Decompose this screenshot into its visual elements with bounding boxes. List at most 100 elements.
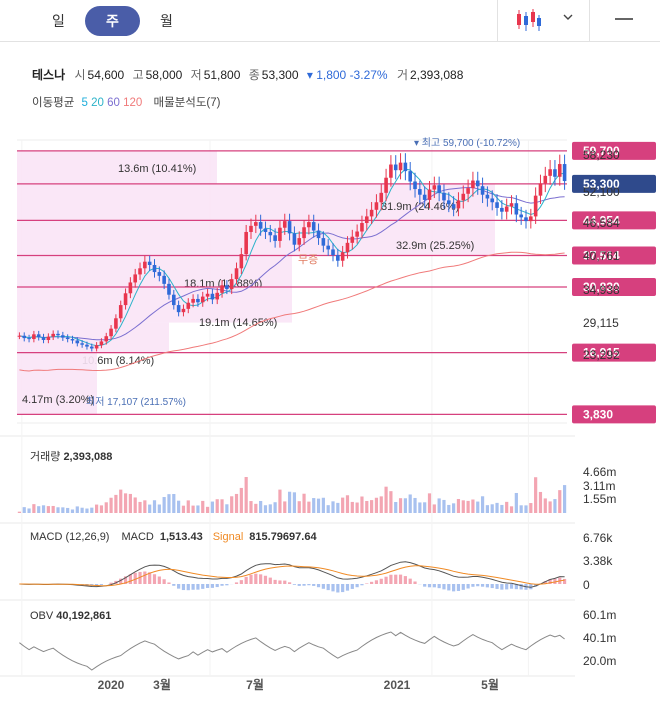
volume-profile-bar (17, 352, 97, 415)
macd-histogram-bar (432, 584, 436, 588)
ma-20: 20 (91, 97, 104, 109)
volume-panel-label: 거래량 2,393,088 (30, 450, 112, 463)
candle-body (46, 336, 51, 340)
volume-bar (99, 505, 104, 513)
menu-icon[interactable] (614, 16, 634, 24)
price-axis-label: 46,584 (583, 216, 620, 230)
volume-bar (104, 502, 108, 513)
price-axis-label: 58,230 (583, 148, 620, 162)
macd-histogram-bar (307, 584, 311, 586)
volume-bar (432, 504, 436, 513)
macd-histogram-bar (263, 575, 268, 584)
candle-body (393, 164, 398, 171)
candle-body (32, 334, 36, 340)
volume-bar (321, 497, 325, 513)
volume-bar (524, 505, 528, 513)
candle-body (519, 214, 523, 218)
candle-body (340, 252, 345, 261)
candle-body (562, 164, 567, 182)
tab-month[interactable]: 월 (160, 13, 173, 29)
candle-body (543, 175, 548, 184)
candle-body (553, 169, 557, 177)
change-value: ▾ 1,800 -3.27% (306, 68, 388, 82)
macd-histogram-bar (398, 574, 403, 584)
macd-histogram-bar (157, 576, 161, 584)
volume-bar (326, 505, 330, 513)
volume-bar (529, 503, 533, 513)
volume-bar (205, 506, 210, 513)
candle-body (422, 194, 427, 200)
macd-histogram-bar (456, 584, 461, 591)
close-value: 53,300 (261, 68, 299, 82)
volume-bar (17, 511, 22, 513)
macd-histogram-bar (172, 584, 176, 586)
candle-body (287, 221, 292, 234)
macd-histogram-bar (210, 584, 214, 588)
candle-body (336, 255, 340, 261)
candle-body (355, 231, 359, 237)
candle-body (529, 216, 533, 222)
obv-line (19, 631, 565, 671)
volume-bar (263, 505, 268, 513)
candle-body (234, 268, 239, 280)
price-axis-label: 29,115 (583, 316, 619, 330)
candle-body (466, 188, 470, 194)
volume-bar (46, 506, 50, 513)
tab-day[interactable]: 일 (52, 13, 65, 29)
candle-body (278, 227, 282, 241)
candle-body (490, 198, 495, 203)
candle-body (89, 346, 94, 349)
volume-bar (413, 497, 417, 513)
macd-histogram-bar (128, 574, 132, 584)
volume-bar (244, 477, 248, 513)
volume-bar (562, 485, 567, 513)
macd-histogram-bar (259, 574, 263, 584)
candle-body (427, 189, 432, 200)
macd-histogram-bar (297, 584, 301, 586)
candle-body (114, 318, 118, 329)
macd-histogram-bar (370, 581, 374, 584)
price-level-tag (572, 141, 656, 160)
volume-bar (452, 503, 456, 513)
candle-body (475, 180, 480, 187)
candle-body (200, 296, 205, 303)
volume-label: 거 (396, 68, 408, 82)
macd-histogram-bar (461, 584, 465, 590)
candle-body (104, 336, 109, 342)
moving-average-legend[interactable]: 이동평균 5 20 60 120 매물분석도(7) (32, 94, 221, 110)
candle-body (128, 282, 133, 294)
macd-histogram-bar (394, 574, 398, 584)
volume-bar (66, 507, 70, 513)
macd-histogram-bar (408, 578, 412, 584)
candle-body (509, 203, 514, 207)
volume-bar (95, 504, 99, 513)
price-axis-label: 52,100 (583, 185, 620, 199)
volume-bar (181, 505, 186, 513)
macd-histogram-bar (278, 580, 282, 584)
candle-body (229, 279, 234, 290)
macd-histogram-bar (480, 584, 485, 587)
candle-body (138, 268, 142, 275)
macd-histogram-bar (447, 584, 451, 591)
volume-bar (437, 498, 441, 513)
macd-histogram-bar (181, 584, 186, 591)
price-level-tag-label: 53,300 (583, 177, 620, 191)
volume-bar (177, 500, 181, 513)
x-axis-label: 5월 (481, 677, 499, 692)
macd-histogram-bar (562, 578, 567, 584)
candle-body (61, 335, 65, 338)
volume-bar (548, 501, 552, 513)
tab-week[interactable]: 주 (85, 6, 140, 36)
price-level-tag (572, 405, 656, 424)
candle-body (70, 339, 75, 341)
volume-bar (148, 504, 152, 513)
price-level-tag-label: 16,915 (583, 346, 620, 360)
volume-bar (345, 495, 350, 513)
candle-body (94, 345, 99, 349)
volume-bar (355, 502, 359, 513)
chevron-down-icon[interactable] (562, 12, 574, 22)
candlestick-icon[interactable] (514, 7, 542, 33)
volume-bar (278, 489, 282, 513)
candle-body (118, 305, 123, 319)
